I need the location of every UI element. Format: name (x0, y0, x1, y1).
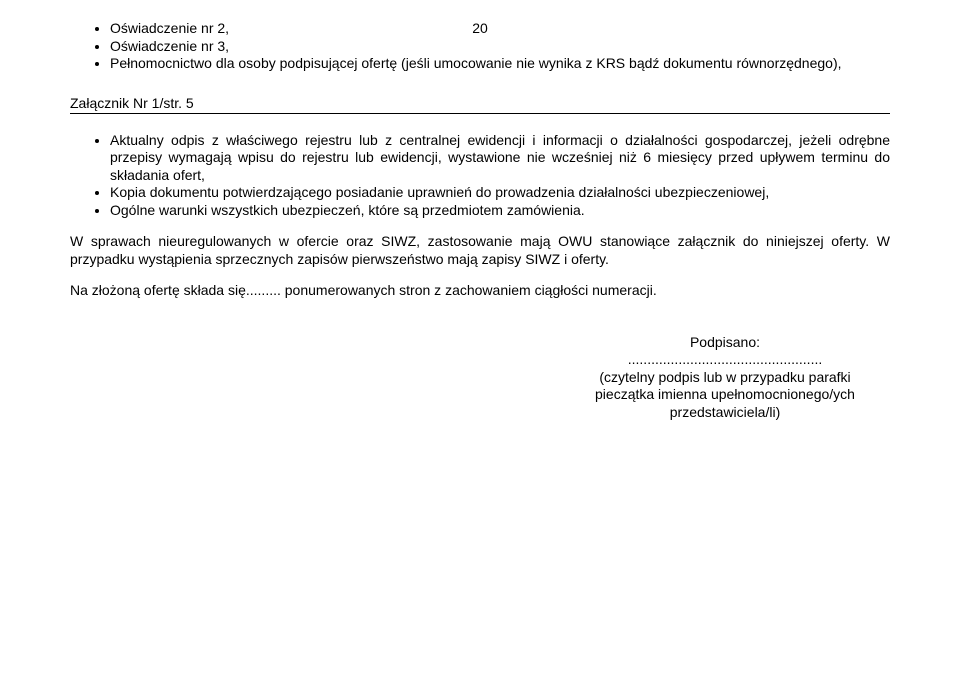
list-item: Aktualny odpis z właściwego rejestru lub… (110, 132, 890, 185)
top-bullet-list: Oświadczenie nr 2, Oświadczenie nr 3, Pe… (110, 20, 890, 73)
list-item: Kopia dokumentu potwierdzającego posiada… (110, 184, 890, 202)
paragraph: Na złożoną ofertę składa się......... po… (70, 282, 890, 300)
list-item: Ogólne warunki wszystkich ubezpieczeń, k… (110, 202, 890, 220)
section-divider (70, 113, 890, 114)
signature-line: pieczątka imienna upełnomocnionego/ych (560, 386, 890, 404)
list-item: Oświadczenie nr 3, (110, 38, 890, 56)
list-item: Oświadczenie nr 2, (110, 20, 890, 38)
main-bullet-list: Aktualny odpis z właściwego rejestru lub… (110, 132, 890, 220)
paragraph: W sprawach nieuregulowanych w ofercie or… (70, 233, 890, 268)
signature-line: (czytelny podpis lub w przypadku parafki (560, 369, 890, 387)
signature-label: Podpisano: (560, 334, 890, 352)
signature-block: Podpisano: .............................… (560, 334, 890, 422)
document-page: 20 Oświadczenie nr 2, Oświadczenie nr 3,… (0, 20, 960, 677)
section-title: Załącznik Nr 1/str. 5 (70, 95, 890, 111)
page-number: 20 (472, 20, 488, 36)
signature-dots: ........................................… (560, 351, 890, 369)
signature-line: przedstawiciela/li) (560, 404, 890, 422)
list-item: Pełnomocnictwo dla osoby podpisującej of… (110, 55, 890, 73)
